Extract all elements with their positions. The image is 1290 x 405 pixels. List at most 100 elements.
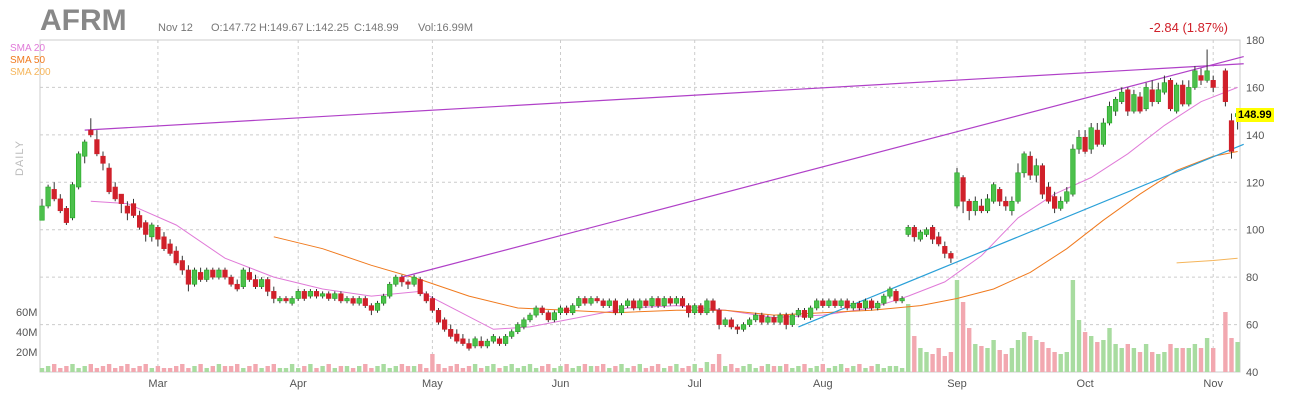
candle-body bbox=[679, 298, 686, 306]
volume-bar bbox=[186, 368, 191, 372]
volume-bar bbox=[436, 364, 441, 372]
candle-body bbox=[606, 300, 612, 306]
candle-body bbox=[222, 269, 228, 278]
volume-bar bbox=[1119, 348, 1124, 372]
candle-body bbox=[917, 231, 923, 240]
month-label: May bbox=[422, 378, 443, 390]
volume-bar bbox=[1235, 342, 1240, 372]
candle-body bbox=[905, 227, 911, 235]
candle-body bbox=[631, 300, 637, 309]
candle-body bbox=[94, 139, 100, 155]
candle-body bbox=[252, 279, 259, 287]
candle-body bbox=[155, 227, 161, 240]
candle-body bbox=[1003, 200, 1009, 207]
volume-bar bbox=[119, 366, 124, 372]
candle-body bbox=[997, 189, 1003, 202]
volume-bar bbox=[125, 364, 130, 372]
volume-bar bbox=[1095, 342, 1100, 372]
volume-bar bbox=[796, 366, 801, 372]
volume-bar bbox=[479, 368, 484, 372]
volume-bar bbox=[448, 366, 453, 372]
candle-body bbox=[637, 300, 643, 309]
candle-body bbox=[356, 298, 362, 304]
candle-body bbox=[1186, 87, 1192, 105]
volume-bar bbox=[1076, 320, 1082, 372]
volume-bar bbox=[570, 368, 575, 372]
candle-body bbox=[76, 153, 82, 188]
volume-bar bbox=[155, 366, 161, 372]
volume-bar bbox=[643, 368, 649, 372]
ohlc-close: C:148.99 bbox=[354, 22, 399, 34]
candle-body bbox=[911, 227, 917, 238]
volume-bar bbox=[838, 364, 844, 372]
candle-body bbox=[923, 229, 930, 235]
volume-bar bbox=[253, 364, 258, 372]
volume-bar bbox=[601, 364, 606, 372]
volume-bar bbox=[1040, 342, 1045, 372]
candle-body bbox=[545, 312, 551, 321]
candle-body bbox=[1015, 172, 1021, 202]
volume-bar bbox=[1198, 348, 1204, 372]
volume-bar bbox=[241, 368, 246, 372]
volume-bar bbox=[832, 366, 838, 372]
candle-body bbox=[1113, 98, 1119, 112]
volume-bar bbox=[64, 366, 69, 372]
volume-bar bbox=[1168, 344, 1173, 372]
ohlc-volume: Vol:16.99M bbox=[418, 22, 474, 34]
candle-body bbox=[881, 295, 887, 304]
candle-body bbox=[868, 300, 875, 309]
candle-body bbox=[600, 300, 606, 306]
volume-bar bbox=[960, 302, 966, 372]
candle-body bbox=[332, 293, 338, 299]
candle-body bbox=[893, 291, 899, 302]
candle-body bbox=[350, 298, 356, 304]
candle-body bbox=[246, 272, 253, 280]
candle-body bbox=[533, 307, 539, 316]
month-label: Sep bbox=[947, 378, 967, 390]
candle-body bbox=[368, 305, 375, 311]
candle-body bbox=[1149, 89, 1155, 102]
candle-body bbox=[838, 300, 844, 306]
volume-bar bbox=[235, 364, 240, 372]
volume-bar bbox=[466, 366, 472, 372]
candle-body bbox=[557, 307, 564, 314]
volume-bar bbox=[814, 366, 819, 372]
volume-bar bbox=[137, 366, 142, 372]
volume-bar bbox=[174, 366, 179, 372]
volume-bar bbox=[161, 368, 167, 372]
volume-bar bbox=[802, 364, 807, 372]
candle-body bbox=[1058, 200, 1064, 209]
volume-bar bbox=[918, 348, 923, 372]
volume-bar bbox=[491, 364, 496, 372]
volume-bar bbox=[912, 336, 917, 372]
candle-body bbox=[1228, 120, 1235, 152]
candle-body bbox=[1137, 96, 1143, 112]
volume-bar bbox=[735, 368, 740, 372]
volume-bar bbox=[704, 362, 710, 372]
volume-bar bbox=[857, 364, 862, 372]
price-change: -2.84 (1.87%) bbox=[1149, 20, 1228, 35]
candle-body bbox=[1106, 106, 1113, 124]
month-label: Oct bbox=[1077, 378, 1094, 390]
volume-bar bbox=[314, 368, 319, 372]
candle-body bbox=[1094, 129, 1100, 145]
volume-bar bbox=[906, 304, 911, 372]
volume-bar bbox=[454, 364, 459, 372]
candle-body bbox=[63, 208, 69, 223]
candle-body bbox=[795, 310, 801, 316]
candle-body bbox=[240, 269, 246, 287]
volume-bar bbox=[1229, 338, 1234, 372]
candle-body bbox=[179, 260, 185, 271]
volume-bar bbox=[210, 366, 215, 372]
volume-bar bbox=[485, 366, 490, 372]
candle-body bbox=[673, 298, 679, 304]
volume-bar bbox=[1204, 338, 1210, 372]
candle-body bbox=[57, 198, 63, 212]
candle-body bbox=[393, 276, 399, 285]
candle-body bbox=[1009, 200, 1015, 212]
candle-body bbox=[100, 155, 106, 164]
candle-body bbox=[966, 200, 972, 212]
candle-body bbox=[448, 329, 454, 337]
support-trendline bbox=[798, 143, 1244, 328]
